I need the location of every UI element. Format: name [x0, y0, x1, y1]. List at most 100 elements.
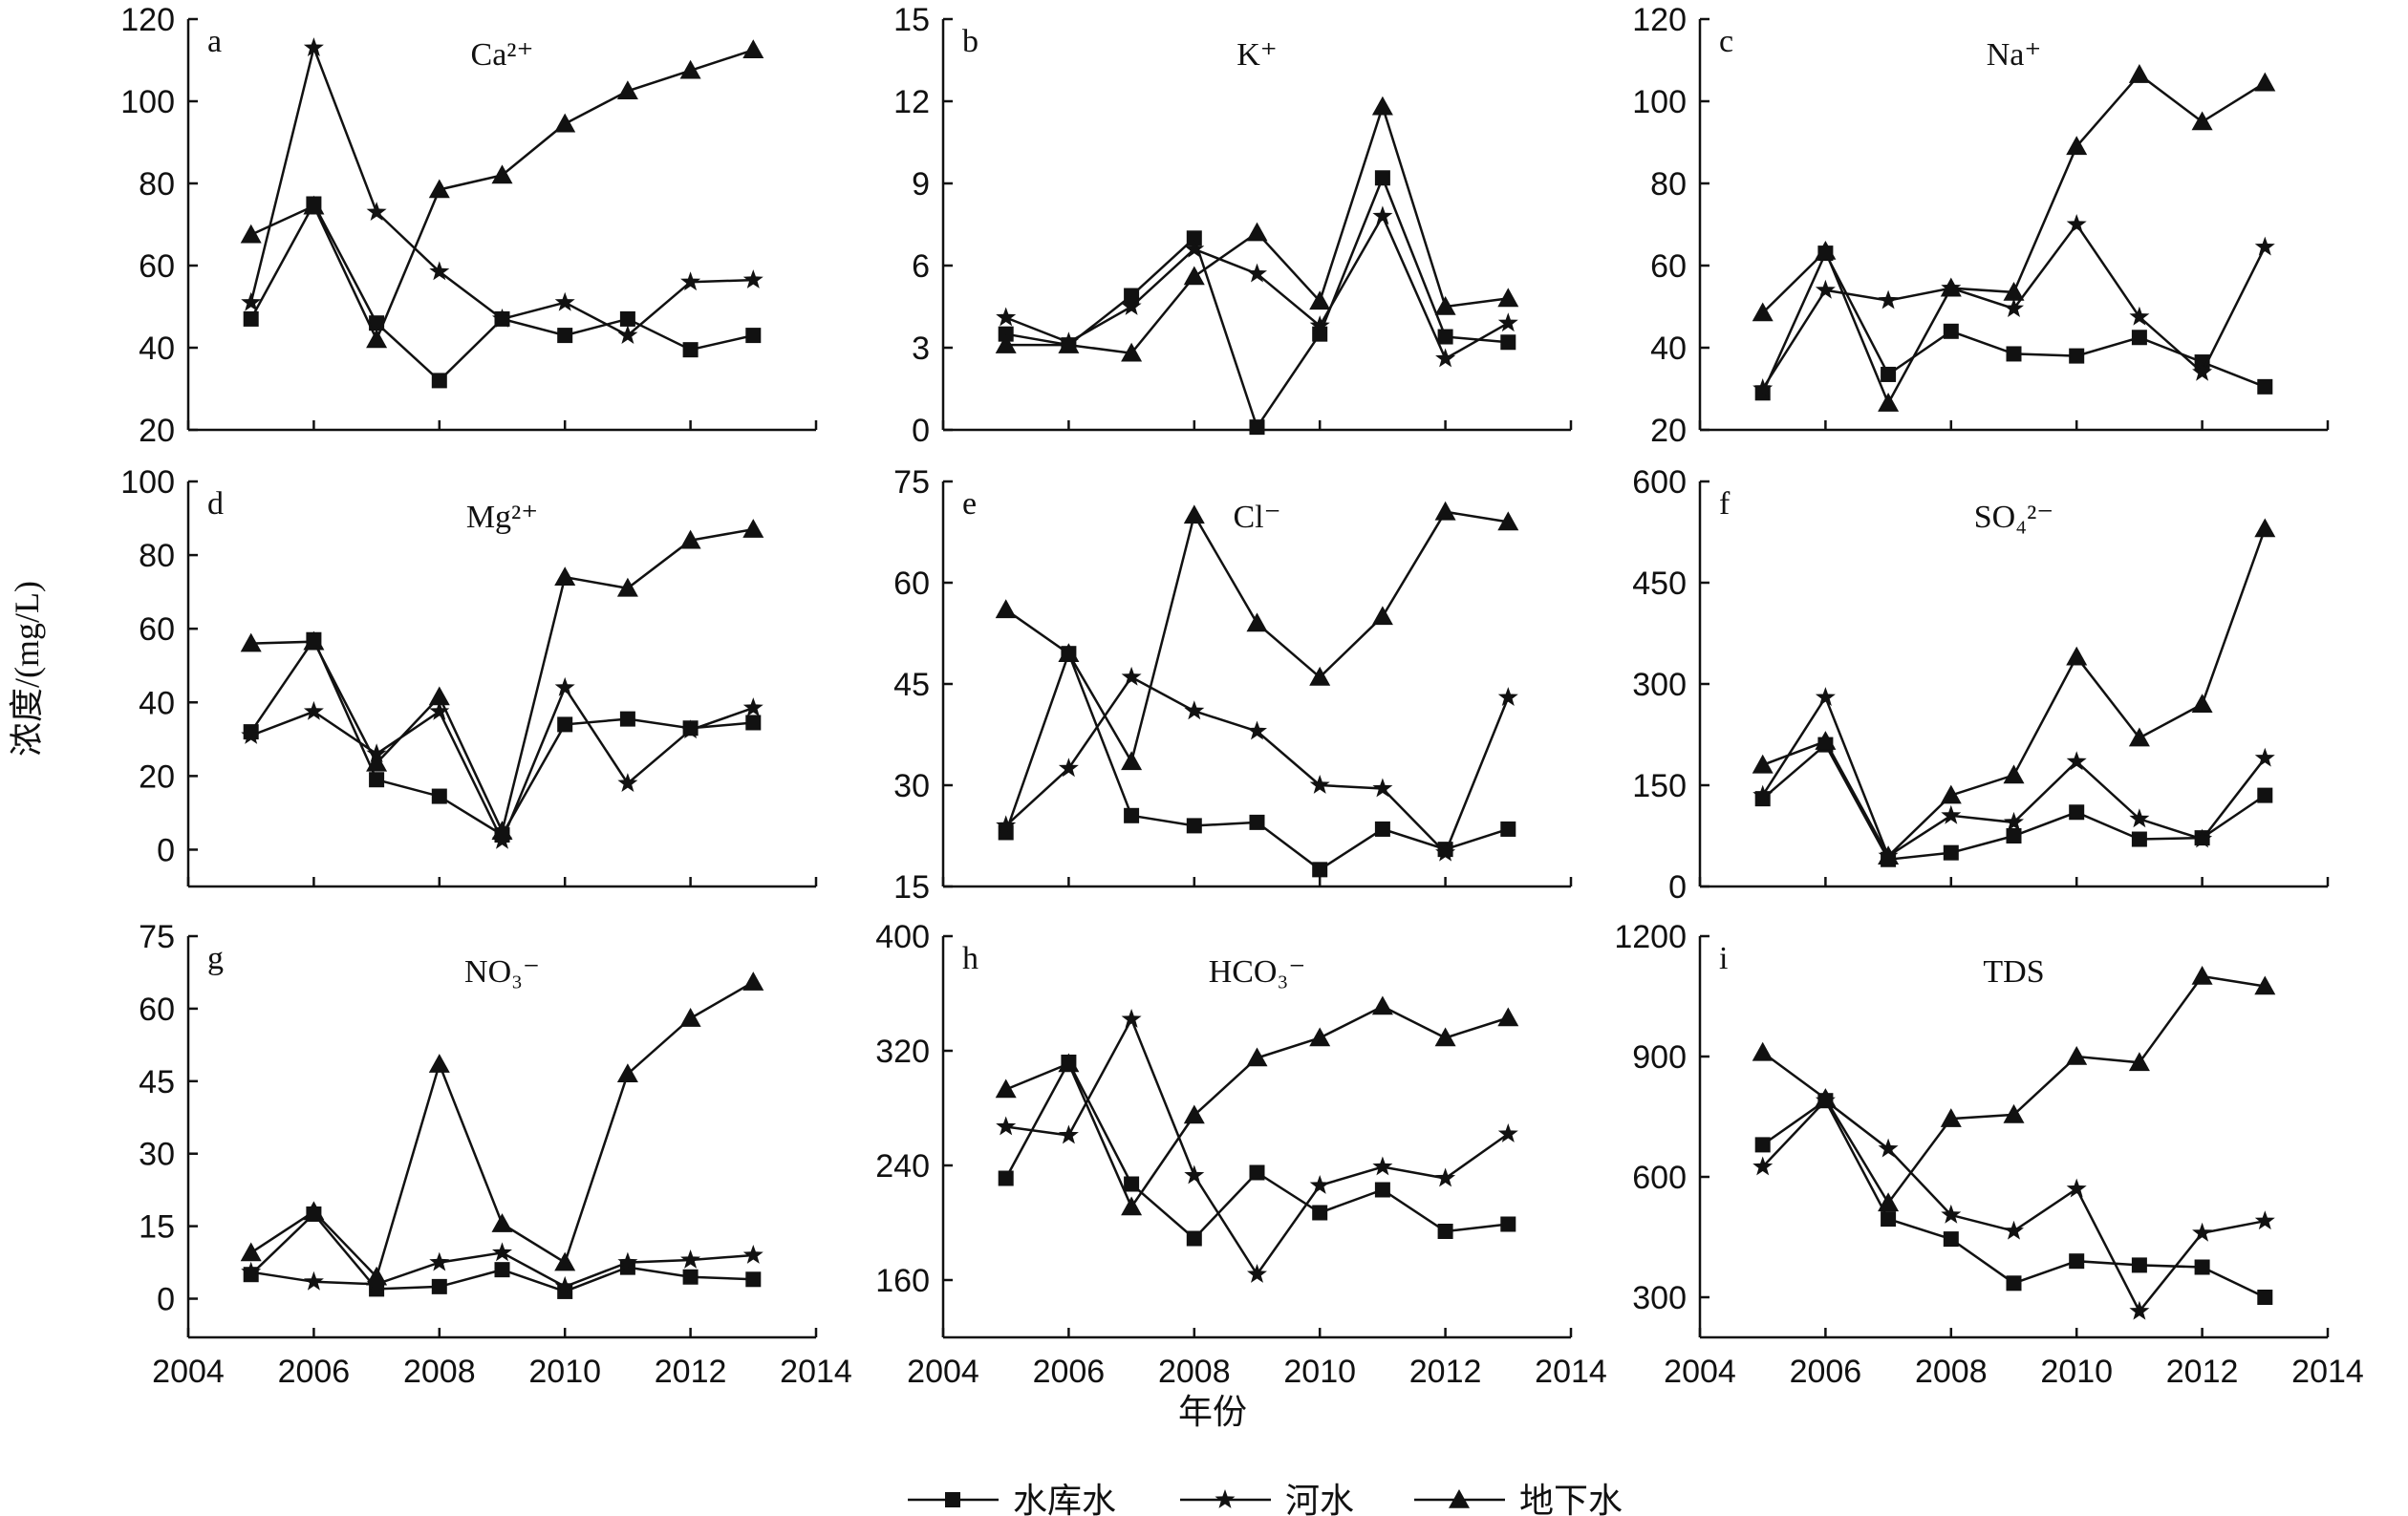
series-河水	[1752, 214, 2275, 397]
y-tick-label: 300	[1632, 1280, 1687, 1316]
data-point	[998, 326, 1014, 342]
data-point	[1374, 1182, 1390, 1198]
series-河水	[1752, 687, 2275, 865]
series-line	[250, 981, 754, 1280]
panel-title: Cl⁻	[1233, 500, 1280, 535]
y-tick-label: 1200	[1614, 919, 1687, 955]
data-point	[1247, 720, 1267, 740]
data-point	[240, 632, 262, 652]
series-地下水	[995, 501, 1519, 771]
y-tick-label: 12	[893, 84, 930, 120]
series-河水	[996, 1009, 1518, 1283]
series-地下水	[240, 972, 764, 1286]
data-point	[616, 1063, 638, 1083]
y-tick-label: 30	[139, 1137, 175, 1173]
y-tick-label: 15	[139, 1209, 175, 1246]
data-point	[617, 1251, 638, 1271]
data-point	[491, 1213, 513, 1232]
legend-marker	[945, 1492, 960, 1507]
data-point	[2066, 214, 2087, 233]
data-point	[680, 719, 701, 739]
x-tick-label: 2008	[403, 1354, 476, 1390]
data-point	[241, 725, 262, 744]
data-point	[2129, 808, 2150, 828]
data-point	[2066, 136, 2088, 156]
data-point	[554, 1275, 575, 1295]
x-tick-label: 2008	[1915, 1354, 1988, 1390]
data-point	[2257, 1290, 2273, 1305]
series-河水	[996, 666, 1518, 862]
data-point	[742, 39, 764, 59]
data-point	[679, 59, 701, 79]
data-point	[995, 599, 1017, 619]
series-地下水	[995, 995, 1519, 1216]
data-point	[1372, 205, 1393, 225]
data-point	[240, 224, 262, 244]
y-tick-label: 300	[1632, 667, 1687, 703]
data-point	[1434, 296, 1456, 315]
legend-marker	[1215, 1489, 1236, 1508]
data-point	[745, 1271, 762, 1288]
data-point	[2131, 1257, 2147, 1273]
series-line	[250, 527, 754, 835]
data-point	[1121, 296, 1142, 315]
data-point	[428, 1054, 450, 1073]
series-line	[1004, 1059, 1509, 1241]
data-point	[303, 630, 325, 651]
data-point	[1121, 1196, 1143, 1216]
data-point	[1309, 315, 1330, 334]
panel-d: 0 20 40 60 80 100 d Mg²⁺	[120, 464, 818, 888]
panel-c: 20 40 60 80 100 120 c Na⁺	[1632, 2, 2330, 449]
data-point	[2129, 306, 2150, 326]
y-tick-label: 80	[139, 538, 175, 574]
data-point	[2003, 1103, 2025, 1123]
data-point	[2066, 751, 2087, 771]
y-tick-label: 60	[1650, 248, 1687, 285]
series-水库水	[1754, 1093, 2273, 1305]
data-point	[366, 1266, 388, 1286]
data-point	[1246, 1047, 1268, 1067]
data-point	[1878, 1192, 1900, 1212]
data-point	[366, 329, 388, 349]
data-point	[682, 342, 699, 358]
panel-g: 0 15 30 45 60 75 2004 2006 2008 2010 2012 2014 g NO₃⁻	[139, 919, 852, 1390]
data-point	[1878, 393, 1900, 412]
y-tick-label: 450	[1632, 566, 1687, 602]
data-point	[616, 577, 638, 597]
data-point	[1249, 1164, 1265, 1181]
data-point	[1752, 378, 1774, 397]
data-point	[2003, 764, 2025, 784]
x-tick-label: 2006	[1790, 1354, 1862, 1390]
data-point	[1371, 995, 1393, 1015]
data-point	[616, 80, 638, 100]
data-point	[1500, 334, 1516, 351]
data-point	[1435, 842, 1456, 862]
data-point	[1058, 334, 1080, 353]
data-point	[1497, 312, 1518, 332]
legend-label: 河水	[1285, 1482, 1354, 1516]
data-point	[491, 164, 513, 184]
data-point	[1497, 1007, 1519, 1027]
x-axis-title: 年份	[1178, 1393, 1247, 1431]
data-point	[1312, 1205, 1328, 1221]
data-point	[742, 1245, 763, 1264]
y-tick-label: 15	[893, 2, 930, 38]
panels-group: 20 40 60 80 100 120 a Ca²⁺ 0 3 6 9 12 15 b K⁺ 20 40 60 80 10…	[120, 2, 2364, 1390]
data-point	[303, 700, 324, 720]
data-point	[742, 519, 764, 538]
y-tick-label: 20	[139, 413, 175, 449]
legend-label: 地下水	[1519, 1482, 1623, 1516]
data-point	[745, 328, 762, 344]
data-point	[303, 1201, 325, 1221]
data-point	[1372, 778, 1393, 798]
data-point	[998, 1170, 1014, 1186]
panel-letter: c	[1719, 24, 1733, 59]
data-point	[1121, 751, 1143, 771]
data-point	[995, 334, 1017, 353]
legend-item-水库水: 水库水	[908, 1482, 1116, 1516]
y-tick-label: 120	[120, 2, 175, 38]
data-point	[241, 291, 262, 311]
data-point	[557, 716, 573, 733]
data-point	[1881, 1211, 1897, 1228]
